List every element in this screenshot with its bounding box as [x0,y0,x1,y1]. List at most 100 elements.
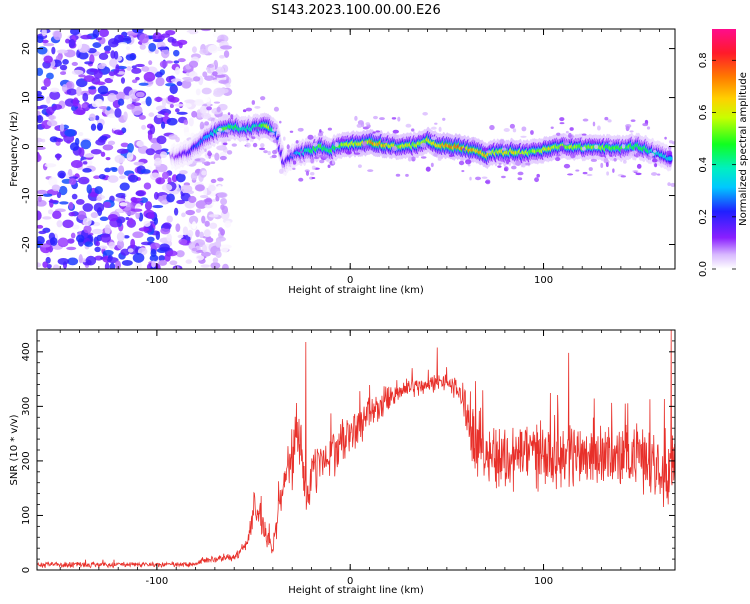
spectrogram-noise-blob [166,250,178,257]
spectrogram-noise-blob [66,246,77,251]
spectrogram-noise-blob [199,121,205,130]
spectrogram-speckle [622,159,627,164]
spectrogram-speckle [434,122,438,125]
spectrogram-speckle [581,133,587,136]
spectrogram-speckle [461,169,465,173]
spectrogram-noise-blob [37,236,45,245]
spectrogram-noise-blob [98,52,109,61]
spectrogram-speckle [420,142,427,148]
spectrogram-noise-blob [96,196,102,202]
spectrogram-speckle [630,119,636,123]
spectrogram-speckle [367,169,374,173]
spectrogram-noise-blob [91,228,104,235]
spectrogram-noise-blob [94,246,101,253]
spectrogram-noise-blob [61,84,68,93]
spectrogram-noise-blob [215,250,222,259]
spectrogram-noise-blob [179,170,188,175]
spectrogram-noise-blob [164,112,169,118]
spectrogram-speckle [632,170,639,173]
spectrogram-speckle [251,136,256,140]
spectrogram-speckle [299,150,304,154]
spectrogram-noise-blob [143,71,156,82]
spectrogram-noise-blob [201,170,207,176]
spectrogram-noise-blob [104,167,111,173]
spectrogram-noise-blob [114,107,122,118]
spectrogram-noise-blob [143,182,152,190]
spectrogram-speckle [515,160,522,166]
spectrogram-speckle [283,136,286,141]
spectrogram-speckle [550,126,554,130]
spectrogram-noise-region [37,29,233,269]
spectrogram-noise-blob [188,195,197,204]
spectrogram-x-tick-label: 0 [347,275,353,286]
spectrogram-noise-blob [123,36,132,42]
spectrogram-noise-blob [166,117,178,126]
spectrogram-speckle [275,148,279,152]
spectrogram-speckle [586,173,593,177]
spectrogram-speckle [319,159,325,164]
spectrogram-speckle [353,152,361,155]
spectrogram-speckle [605,162,609,168]
spectrogram-noise-blob [42,261,49,268]
spectrogram-noise-blob [188,117,194,127]
spectrogram-speckle [391,117,397,120]
spectrogram-noise-blob [60,71,67,76]
spectrogram-noise-blob [82,153,95,158]
spectrogram-noise-blob [52,264,60,269]
spectrogram-noise-blob [88,86,97,90]
spectrogram-noise-blob [161,183,173,192]
spectrogram-noise-blob [110,50,116,59]
spectrogram-speckle [269,132,275,136]
spectrogram-noise-blob [152,204,164,209]
snr-x-axis-label: Height of straight line (km) [288,585,424,596]
spectrogram-noise-blob [210,178,217,184]
snr-y-tick-label: 200 [21,451,32,470]
spectrogram-noise-blob [66,88,78,96]
spectrogram-speckle [430,126,437,130]
spectrogram-noise-blob [152,39,164,43]
spectrogram-noise-blob [111,167,118,172]
spectrogram-speckle [437,157,442,161]
spectrogram-speckle [375,130,381,133]
spectrogram-noise-blob [70,232,76,239]
spectrogram-noise-blob [205,237,214,243]
spectrogram-noise-blob [123,111,128,121]
spectrogram-noise-blob [139,44,146,50]
spectrogram-noise-blob [217,192,228,198]
spectrogram-noise-blob [194,100,205,106]
spectrogram-noise-blob [177,234,184,239]
spectrogram-noise-blob [220,204,225,211]
spectrogram-speckle [210,161,216,165]
spectrogram-noise-blob [155,177,166,185]
spectrogram-noise-blob [146,212,155,219]
spectrogram-noise-blob [82,217,92,226]
spectrogram-speckle [511,165,517,170]
spectrogram-noise-blob [141,124,147,130]
spectrogram-speckle [438,126,442,132]
spectrogram-noise-blob [115,216,126,224]
spectrogram-speckle [431,136,437,141]
spectrogram-ridge-cell [667,156,673,161]
spectrogram-speckle [411,128,415,132]
spectrogram-speckle [362,141,367,147]
spectrogram-noise-blob [48,176,58,187]
spectrogram-noise-blob [67,168,73,176]
spectrogram-speckle [312,142,318,147]
spectrogram-noise-blob [56,220,63,228]
spectrogram-noise-blob [86,250,95,256]
spectrogram-noise-blob [191,247,198,252]
spectrogram-speckle [361,122,365,128]
spectrogram-noise-blob [65,38,70,44]
spectrogram-noise-blob [98,105,108,110]
spectrogram-noise-blob [107,140,116,146]
spectrogram-noise-blob [90,148,102,155]
spectrogram-speckle [246,138,250,141]
spectrogram-noise-blob [191,46,197,54]
spectrogram-speckle [279,120,282,124]
spectrogram-speckle [621,144,626,149]
spectrogram-speckle [517,153,524,158]
spectrogram-noise-blob [71,224,80,230]
spectrogram-speckle [227,112,231,116]
spectrogram-noise-blob [161,33,171,38]
